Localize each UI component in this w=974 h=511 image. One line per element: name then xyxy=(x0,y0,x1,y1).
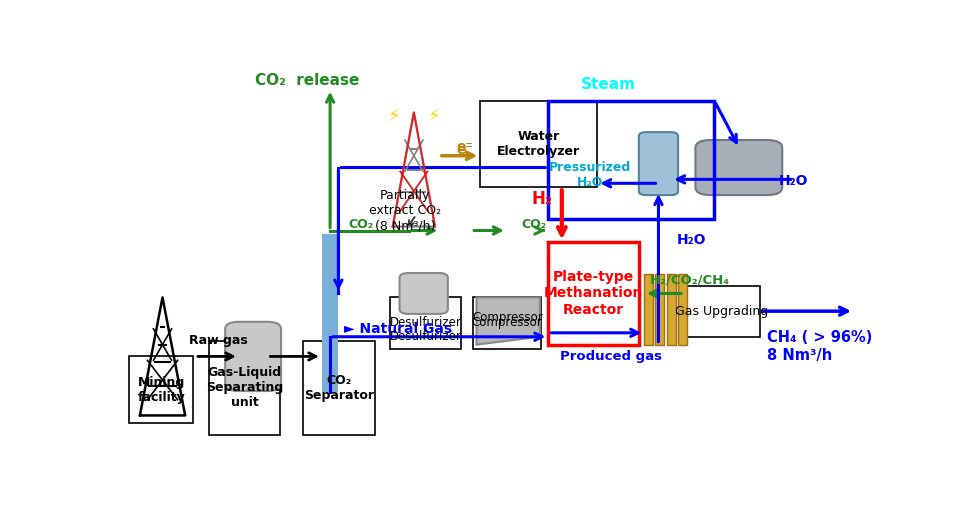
Text: CO₂: CO₂ xyxy=(349,218,373,231)
Text: ⚡: ⚡ xyxy=(428,107,440,125)
FancyBboxPatch shape xyxy=(667,274,676,344)
FancyBboxPatch shape xyxy=(480,101,597,187)
FancyBboxPatch shape xyxy=(656,274,664,344)
Text: ⚡: ⚡ xyxy=(388,107,399,125)
FancyBboxPatch shape xyxy=(321,235,338,392)
Text: Produced gas: Produced gas xyxy=(559,350,661,363)
FancyBboxPatch shape xyxy=(390,297,462,349)
Text: CO₂  release: CO₂ release xyxy=(254,74,358,88)
FancyBboxPatch shape xyxy=(639,132,678,195)
Text: Desulfurizer: Desulfurizer xyxy=(390,330,462,343)
Bar xyxy=(548,101,714,219)
FancyBboxPatch shape xyxy=(208,341,281,435)
Text: Plate-type
Methanation
Reactor: Plate-type Methanation Reactor xyxy=(543,270,643,317)
FancyBboxPatch shape xyxy=(548,242,639,344)
Text: Partially
extract CO₂
(8 Nm³/h): Partially extract CO₂ (8 Nm³/h) xyxy=(369,190,441,233)
Text: Compressor: Compressor xyxy=(472,311,543,323)
FancyBboxPatch shape xyxy=(472,297,541,349)
Text: H₂O: H₂O xyxy=(677,234,706,247)
Text: H₂: H₂ xyxy=(532,190,553,208)
Text: e⁻: e⁻ xyxy=(457,140,473,154)
Text: CH₄ ( > 96%)
8 Nm³/h: CH₄ ( > 96%) 8 Nm³/h xyxy=(768,331,873,363)
Text: ► Natural Gas: ► Natural Gas xyxy=(345,322,453,336)
Polygon shape xyxy=(476,297,540,344)
FancyBboxPatch shape xyxy=(225,322,281,391)
Text: e⁻: e⁻ xyxy=(457,143,473,157)
FancyBboxPatch shape xyxy=(684,286,760,337)
Text: Pressurized
H₂O: Pressurized H₂O xyxy=(548,161,631,190)
Text: Compressor: Compressor xyxy=(471,316,543,330)
Text: Gas Upgrading: Gas Upgrading xyxy=(675,305,768,318)
Text: H₂O: H₂O xyxy=(778,174,808,189)
FancyBboxPatch shape xyxy=(644,274,654,344)
Text: H₂/CO₂/CH₄: H₂/CO₂/CH₄ xyxy=(651,273,730,286)
FancyBboxPatch shape xyxy=(399,273,448,314)
Text: Gas-Liquid
Separating
unit: Gas-Liquid Separating unit xyxy=(206,366,283,409)
Text: CO₂: CO₂ xyxy=(522,218,547,231)
FancyBboxPatch shape xyxy=(130,357,194,423)
Text: Desulfurizer: Desulfurizer xyxy=(390,316,462,330)
Text: Steam: Steam xyxy=(581,78,636,92)
FancyBboxPatch shape xyxy=(303,341,375,435)
Text: Water
Electrolyzer: Water Electrolyzer xyxy=(498,130,581,158)
Text: Mining
facility: Mining facility xyxy=(137,376,185,404)
Text: CO₂
Separator: CO₂ Separator xyxy=(304,374,374,402)
FancyBboxPatch shape xyxy=(695,140,782,195)
Text: Raw gas: Raw gas xyxy=(189,334,247,347)
FancyBboxPatch shape xyxy=(678,274,687,344)
